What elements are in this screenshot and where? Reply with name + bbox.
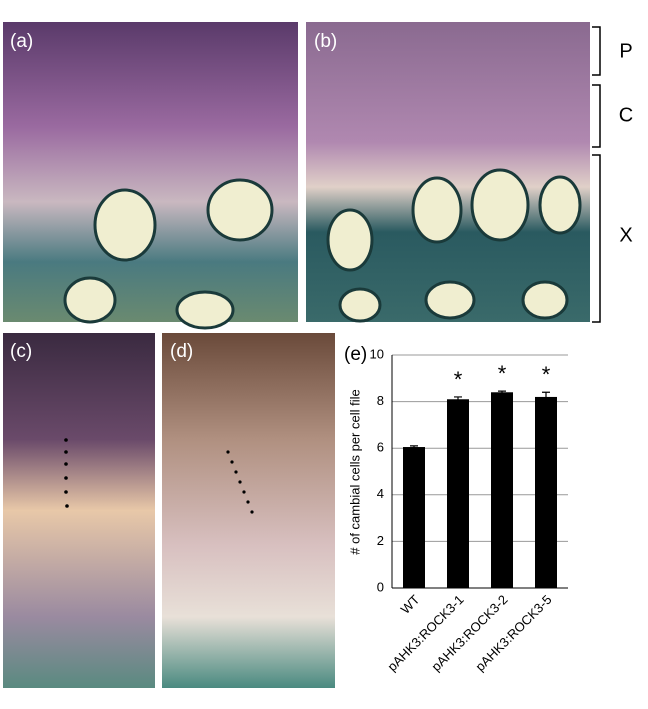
x-tick-label: pAHK3:ROCK3-1 (384, 592, 466, 674)
significance-mark: * (454, 367, 463, 392)
error-bar (542, 391, 550, 402)
significance-mark: * (542, 362, 551, 387)
y-tick-label: 0 (377, 579, 384, 594)
panel-label: (b) (314, 31, 337, 52)
zone-brackets (592, 26, 601, 323)
micrograph-d (162, 333, 335, 688)
bar (491, 392, 513, 588)
error-bar (410, 445, 418, 449)
y-tick-label: 8 (377, 393, 384, 408)
y-tick-label: 10 (370, 346, 384, 361)
panel-label: (c) (10, 341, 32, 362)
zone-label: P (619, 40, 632, 62)
zone-label: X (619, 224, 632, 246)
bar (403, 447, 425, 588)
significance-mark: * (498, 361, 507, 386)
cell-dots (64, 438, 254, 514)
bar (447, 399, 469, 588)
vessels (63, 168, 582, 330)
micrographs (3, 22, 601, 688)
x-tick-label: pAHK3:ROCK3-2 (428, 592, 510, 674)
y-axis-label: # of cambial cells per cell file (347, 389, 362, 554)
micrograph-b (306, 22, 590, 322)
error-bar (454, 396, 462, 402)
bar (535, 396, 557, 588)
x-tick-label: WT (398, 592, 423, 617)
y-tick-label: 6 (377, 440, 384, 455)
panel-label: (e) (344, 344, 367, 365)
zone-label: C (619, 104, 633, 126)
panel-label: (d) (170, 341, 193, 362)
micrograph-c (3, 333, 155, 688)
y-tick-label: 4 (377, 486, 384, 501)
panel-label: (a) (10, 31, 33, 52)
error-bar (498, 390, 506, 394)
micrograph-a (3, 22, 298, 322)
y-tick-label: 2 (377, 533, 384, 548)
x-tick-label: pAHK3:ROCK3-5 (472, 592, 554, 674)
